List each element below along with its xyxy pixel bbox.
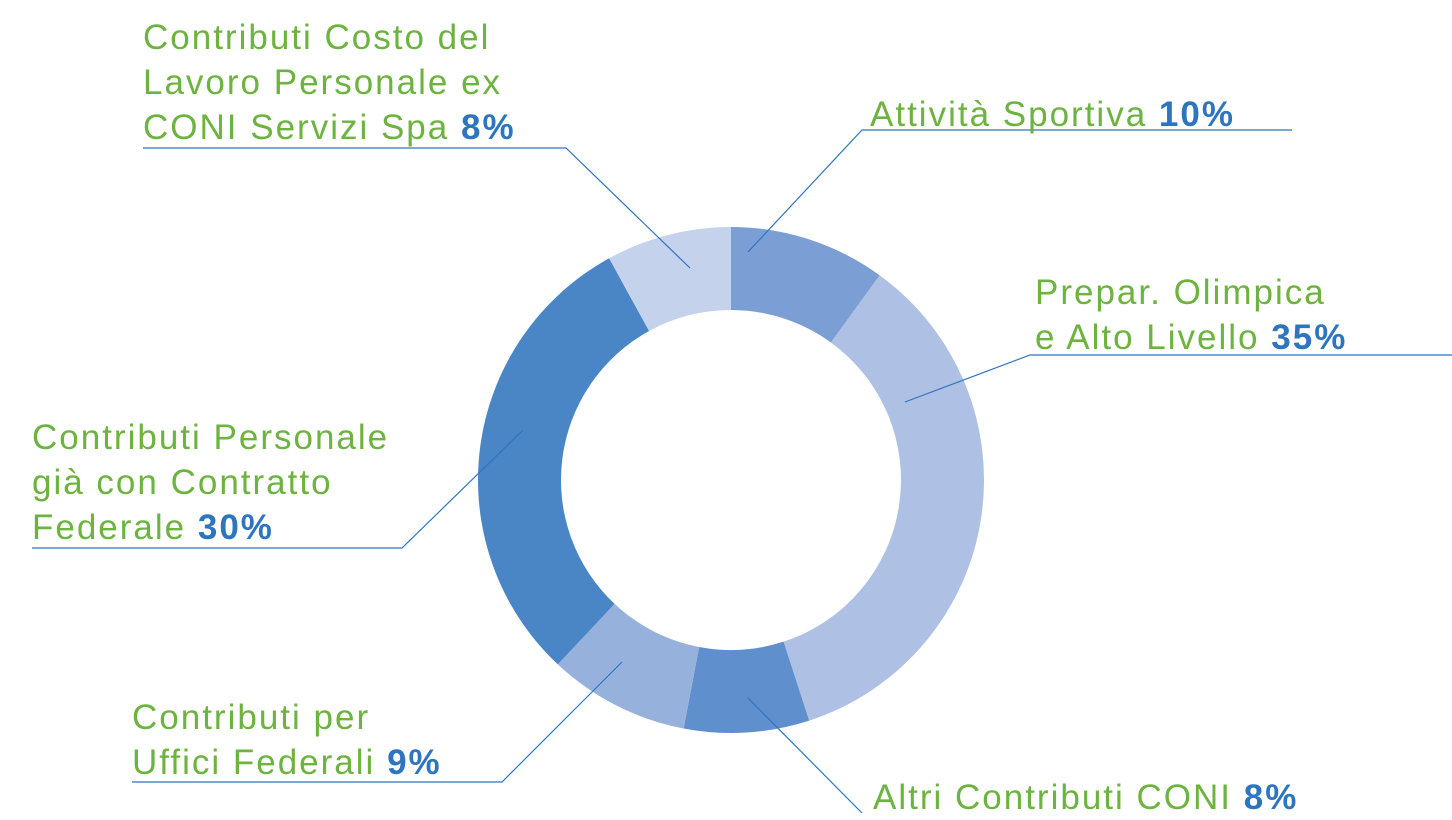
slice-label: Attività Sportiva 10% (870, 92, 1235, 137)
slice (609, 227, 731, 332)
slice-label: Prepar. Olimpica e Alto Livello 35% (1035, 270, 1347, 360)
slice (557, 603, 700, 729)
category-label: Contributi Costo del Lavoro Personale ex… (143, 18, 503, 147)
leader-line (143, 147, 691, 269)
slice (783, 275, 985, 721)
category-label: Contributi per Uffici Federali (132, 698, 376, 782)
value-label: 35% (1271, 318, 1348, 357)
leader-line (132, 661, 623, 783)
leader-line (747, 697, 863, 813)
value-label: 8% (460, 108, 516, 147)
slices (477, 227, 985, 734)
leader-line (747, 129, 1292, 253)
category-label: Attività Sportiva (870, 95, 1148, 134)
slice (683, 641, 810, 734)
value-label: 30% (197, 508, 274, 547)
value-label: 10% (1158, 95, 1235, 134)
category-label: Contributi Personale già con Contratto F… (32, 418, 390, 547)
category-label: Altri Contributi CONI (873, 778, 1233, 817)
value-label: 9% (387, 743, 442, 782)
leader-line (904, 354, 1452, 403)
slice (477, 258, 650, 665)
slice-label: Contributi Personale già con Contratto F… (32, 415, 389, 550)
leader-line (32, 429, 524, 549)
value-label: 8% (1243, 778, 1299, 817)
category-label: Prepar. Olimpica e Alto Livello (1035, 273, 1326, 357)
leader-lines (32, 129, 1452, 813)
slice (731, 227, 880, 343)
slice-label: Altri Contributi CONI 8% (873, 775, 1298, 820)
slice-label: Contributi per Uffici Federali 9% (132, 695, 442, 785)
slice-label: Contributi Costo del Lavoro Personale ex… (143, 15, 516, 150)
